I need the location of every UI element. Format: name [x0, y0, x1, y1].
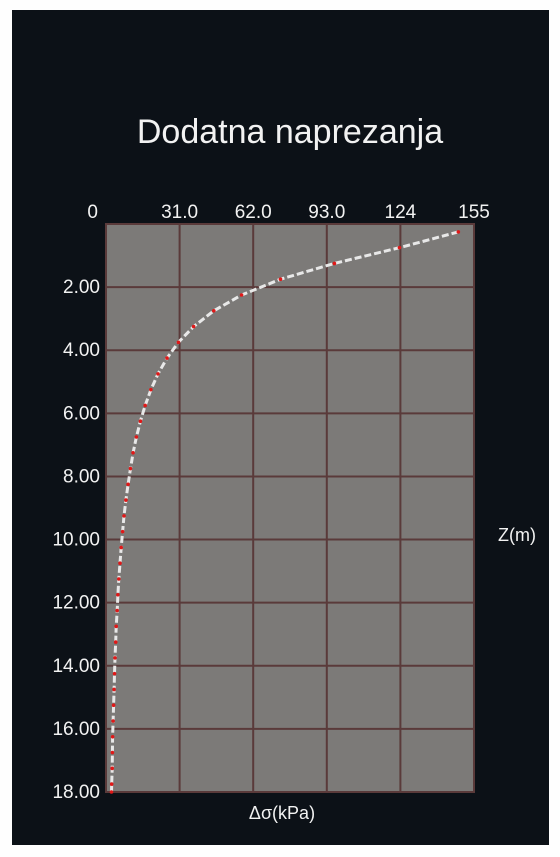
x-axis-ticks: 0 31.0 62.0 93.0 124 155	[87, 202, 489, 223]
data-point	[456, 230, 461, 234]
x-axis-title: Δσ(kPa)	[249, 803, 315, 823]
data-point	[116, 592, 120, 597]
plot-area	[105, 223, 475, 793]
grid	[105, 224, 475, 793]
y-tick-label: 4.00	[63, 340, 100, 361]
chart-panel: Dodatna naprezanja 0 31.0 62.0 93.0 124 155 2…	[12, 10, 549, 845]
y-tick-label: 18.00	[52, 782, 100, 803]
data-point	[111, 703, 116, 708]
data-point	[143, 403, 147, 408]
y-tick-label: 6.00	[63, 403, 100, 424]
y-tick-label: 14.00	[52, 656, 100, 677]
x-tick-label: 31.0	[161, 202, 198, 223]
chart-title: Dodatna naprezanja	[137, 113, 443, 151]
data-point	[128, 466, 133, 471]
data-point	[176, 340, 181, 345]
data-point	[119, 545, 123, 550]
data-point	[112, 671, 117, 676]
data-point	[120, 529, 125, 534]
data-point	[278, 277, 283, 282]
x-tick-label: 124	[385, 202, 417, 223]
x-tick-label: 93.0	[308, 202, 345, 223]
data-point	[113, 640, 118, 644]
data-point	[211, 308, 216, 313]
data-point	[110, 750, 115, 755]
data-markers	[109, 230, 461, 794]
data-point	[165, 356, 169, 360]
data-point	[113, 656, 117, 660]
data-point	[239, 293, 244, 297]
data-point	[332, 261, 337, 266]
data-point	[156, 372, 160, 376]
data-point	[115, 608, 119, 613]
data-point	[111, 719, 115, 723]
data-point	[118, 561, 122, 566]
data-point	[112, 687, 116, 692]
chart-canvas: Dodatna naprezanja 0 31.0 62.0 93.0 124 155 2…	[52, 113, 536, 823]
data-point	[109, 782, 114, 786]
data-point	[114, 624, 119, 629]
data-point	[122, 514, 126, 518]
y-tick-label: 10.00	[52, 530, 100, 551]
y-tick-label: 2.00	[63, 277, 100, 298]
data-point	[126, 482, 130, 487]
y-tick-label: 8.00	[63, 466, 100, 487]
data-point	[397, 245, 402, 250]
data-point	[110, 766, 114, 771]
data-point	[110, 734, 115, 739]
data-point	[124, 498, 128, 502]
y-tick-label: 12.00	[52, 593, 100, 614]
y-tick-label: 16.00	[52, 719, 100, 740]
data-point	[149, 387, 153, 392]
y-axis-ticks: 2.00 4.00 6.00 8.00 10.00 12.00 14.00 16.00 18.0…	[52, 277, 100, 803]
x-tick-label: 0	[87, 202, 98, 223]
data-point	[131, 450, 135, 455]
data-point	[138, 419, 143, 424]
x-tick-label: 155	[458, 202, 490, 223]
data-point	[191, 324, 196, 329]
x-tick-label: 62.0	[235, 202, 272, 223]
data-point	[109, 790, 114, 794]
data-point	[134, 435, 139, 439]
y-axis-title: Z(m)	[498, 525, 536, 545]
data-point	[117, 577, 121, 581]
